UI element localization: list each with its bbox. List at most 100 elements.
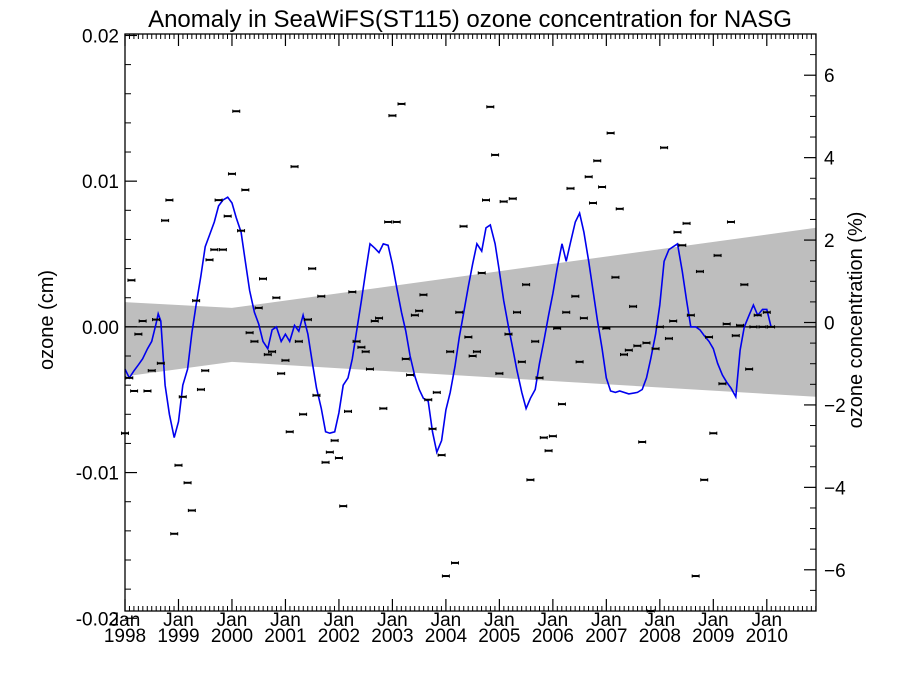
data-point bbox=[268, 350, 277, 354]
data-point bbox=[749, 325, 758, 329]
data-point bbox=[303, 317, 312, 322]
data-point bbox=[745, 367, 754, 371]
data-point bbox=[482, 198, 491, 202]
trend-band-layer bbox=[125, 227, 816, 397]
data-point bbox=[709, 431, 718, 435]
y-axis-label: ozone (cm) bbox=[36, 270, 58, 370]
data-point bbox=[397, 102, 406, 106]
data-point bbox=[130, 389, 139, 393]
y2-tick-label: 6 bbox=[824, 66, 835, 87]
data-point bbox=[455, 310, 464, 314]
data-point bbox=[450, 561, 459, 565]
data-point bbox=[272, 296, 281, 300]
y2-tick-label: 0 bbox=[824, 314, 835, 335]
data-point bbox=[223, 214, 232, 218]
data-point bbox=[539, 436, 548, 440]
y2-axis-label: ozone concentration (%) bbox=[845, 212, 867, 429]
data-point bbox=[767, 325, 776, 329]
data-point bbox=[602, 326, 611, 330]
data-point bbox=[174, 463, 183, 467]
data-point bbox=[178, 395, 187, 399]
x-tick-month: Jan bbox=[270, 610, 301, 631]
data-point bbox=[495, 371, 504, 376]
data-point bbox=[526, 478, 535, 482]
data-point bbox=[210, 248, 219, 252]
x-tick-month: Jan bbox=[110, 610, 141, 631]
data-point bbox=[339, 504, 348, 508]
data-point bbox=[593, 159, 602, 163]
data-point bbox=[254, 306, 263, 310]
x-tick-year: 2010 bbox=[746, 626, 788, 647]
data-point bbox=[731, 334, 740, 338]
data-point bbox=[691, 574, 700, 578]
data-point bbox=[477, 271, 486, 275]
data-point bbox=[566, 186, 575, 191]
data-point bbox=[673, 230, 682, 234]
data-point bbox=[629, 304, 638, 309]
data-point bbox=[611, 275, 620, 279]
data-point bbox=[321, 460, 330, 464]
data-point bbox=[161, 218, 170, 223]
data-point bbox=[726, 220, 735, 224]
data-point bbox=[330, 438, 339, 443]
data-point bbox=[660, 146, 669, 150]
data-point bbox=[562, 310, 571, 314]
y-tick-label: 0.02 bbox=[82, 26, 119, 47]
data-point bbox=[736, 323, 745, 328]
data-point bbox=[664, 336, 673, 341]
data-point bbox=[441, 574, 450, 578]
data-point bbox=[232, 109, 241, 113]
data-point bbox=[290, 164, 299, 169]
data-point bbox=[401, 357, 410, 361]
data-point bbox=[548, 434, 557, 438]
data-point bbox=[575, 360, 584, 364]
x-tick-month: Jan bbox=[484, 610, 515, 631]
x-tick-year: 2004 bbox=[425, 626, 468, 647]
data-point bbox=[294, 339, 303, 344]
data-point bbox=[201, 368, 210, 373]
data-point bbox=[615, 207, 624, 211]
data-point bbox=[250, 339, 259, 344]
data-point bbox=[196, 387, 205, 392]
data-point bbox=[531, 339, 540, 344]
data-point bbox=[165, 198, 174, 202]
data-point bbox=[134, 332, 143, 336]
y2-tick-label: −6 bbox=[824, 561, 846, 582]
x-tick-year: 1999 bbox=[157, 626, 199, 647]
axes-layer: -0.02-0.010.000.010.02−6−4−20246Jan1998J… bbox=[76, 26, 846, 647]
data-point bbox=[464, 335, 473, 339]
data-point bbox=[553, 326, 562, 330]
data-points-layer bbox=[121, 102, 776, 613]
data-point bbox=[619, 352, 628, 357]
ozone-anomaly-line bbox=[124, 196, 772, 455]
data-point bbox=[544, 449, 553, 453]
x-tick-year: 2006 bbox=[532, 626, 574, 647]
data-point bbox=[263, 352, 272, 357]
data-point bbox=[214, 198, 223, 202]
data-point bbox=[762, 310, 771, 314]
data-point bbox=[753, 313, 762, 317]
data-point bbox=[513, 310, 522, 314]
data-point bbox=[352, 339, 361, 344]
data-point bbox=[459, 224, 468, 228]
data-point bbox=[192, 299, 201, 303]
data-point bbox=[170, 532, 179, 536]
data-point bbox=[415, 309, 424, 313]
data-point bbox=[642, 341, 651, 345]
data-point bbox=[624, 348, 633, 352]
x-tick-month: Jan bbox=[538, 610, 569, 631]
x-tick-year: 2009 bbox=[692, 626, 734, 647]
data-point bbox=[722, 322, 731, 326]
y-tick-label: 0.01 bbox=[82, 172, 119, 193]
data-point bbox=[365, 367, 374, 371]
data-point bbox=[308, 266, 317, 271]
data-point bbox=[598, 185, 607, 189]
x-tick-year: 2003 bbox=[371, 626, 413, 647]
data-point bbox=[143, 389, 152, 393]
data-point bbox=[348, 290, 357, 294]
data-point bbox=[557, 402, 566, 406]
x-tick-year: 2007 bbox=[585, 626, 627, 647]
x-tick-month: Jan bbox=[324, 610, 355, 631]
data-point bbox=[317, 294, 326, 298]
